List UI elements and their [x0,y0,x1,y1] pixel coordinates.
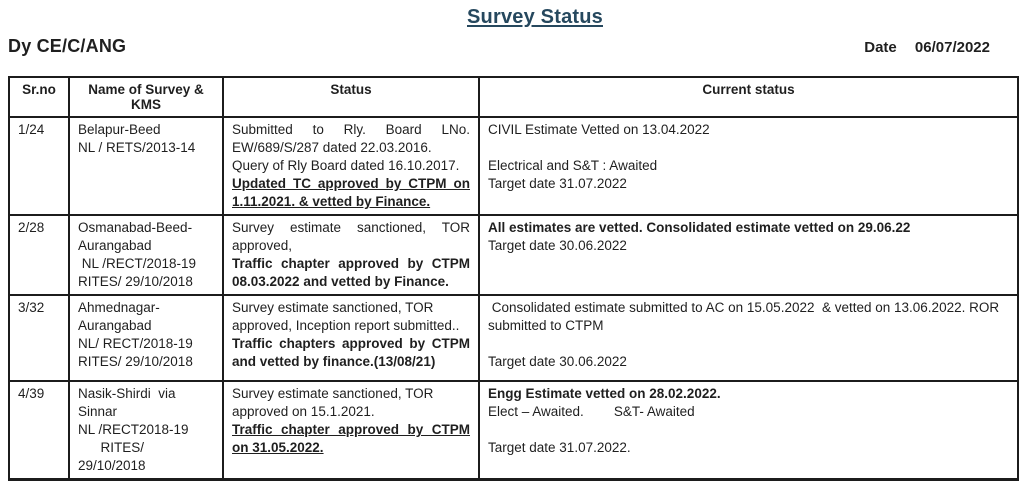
survey-name-line: Nasik-Shirdi via Sinnar [78,386,180,419]
current-status-cell: All estimates are vetted. Consolidated e… [478,214,1019,296]
current-status-line [488,139,1009,157]
current-status-line: Elect – Awaited. S&T- Awaited [488,404,695,419]
org-heading: Dy CE/C/ANG [8,36,127,56]
date-block: Date 06/07/2022 [864,39,990,56]
current-status-cell: CIVIL Estimate Vetted on 13.04.2022 Elec… [478,116,1019,216]
survey-name-cell: Ahmednagar- Aurangabad NL/ RECT/2018-19 RIT… [68,294,224,382]
status-cell: Survey estimate sanctioned, TOR approved… [222,294,480,382]
status-cell: Survey estimate sanctioned, TOR approved… [222,214,480,296]
status-line: Traffic chapter approved by CTPM on 31.0… [232,422,470,455]
survey-name-line: NL/ RECT/2018-19 [78,336,193,351]
current-status-line [488,421,1009,439]
status-line: Updated TC approved by CTPM on 1.11.2021… [232,176,470,209]
current-status-line: Target date 30.06.2022 [488,354,627,369]
table-row: 1/24 Belapur-Beed NL / RETS/2013-14 Submitt… [8,116,1019,216]
sr-no-cell: 2/28 [8,214,70,296]
status-cell: Submitted to Rly. Board LNo. EW/689/S/28… [222,116,480,216]
sr-no-cell: 1/24 [8,116,70,216]
date-label: Date [864,39,897,56]
current-status-line: Target date 30.06.2022 [488,238,627,253]
survey-name-cell: Belapur-Beed NL / RETS/2013-14 [68,116,224,216]
current-status-line [488,335,1009,353]
title-bar: Survey Status [0,0,1024,36]
page-title: Survey Status [467,6,603,28]
status-line: Traffic chapters approved by CTPM and ve… [232,336,470,369]
survey-name-line: NL /RECT2018-19 [78,422,189,437]
survey-name-line: RITES/ 29/10/2018 [78,274,193,289]
current-status-cell: Consolidated estimate submitted to AC on… [478,294,1019,382]
current-status-line: Target date 31.07.2022. [488,440,631,455]
survey-name-line: Ahmednagar- [78,300,160,315]
status-line: Submitted to Rly. Board LNo. EW/689/S/28… [232,122,470,155]
survey-name-line: NL /RECT/2018-19 [78,256,197,271]
sr-no: 4/39 [18,386,45,401]
current-status-line: Consolidated estimate submitted to AC on… [488,300,1003,333]
table-row: 3/32 Ahmednagar- Aurangabad NL/ RECT/2018-1… [8,294,1019,382]
status-line: Survey estimate sanctioned, TOR approved… [232,386,438,419]
survey-name-line: Aurangabad [78,238,152,253]
status-line: Query of Rly Board dated 16.10.2017. [232,158,460,173]
table-body: 1/24 Belapur-Beed NL / RETS/2013-14 Submitt… [8,116,1019,481]
survey-name-line: NL / RETS/2013-14 [78,140,196,155]
survey-name-cell: Osmanabad-Beed- Aurangabad NL /RECT/2018-… [68,214,224,296]
survey-name-line: Belapur-Beed [78,122,161,137]
column-header-name: Name of Survey & KMS [68,76,224,118]
survey-name-line: Osmanabad-Beed- [78,220,193,235]
status-line: Survey estimate sanctioned, TOR approved… [232,220,470,253]
sr-no-cell: 4/39 [8,380,70,481]
current-status-line: CIVIL Estimate Vetted on 13.04.2022 [488,122,710,137]
survey-name-line: RITES/ 29/10/2018 [78,440,148,473]
current-status-line: Target date 31.07.2022 [488,176,627,191]
header-row: Sr.no Name of Survey & KMS Status Curren… [8,76,1019,118]
subheader-row: Dy CE/C/ANG Date 06/07/2022 [0,36,1024,60]
status-line: Traffic chapter approved by CTPM 08.03.2… [232,256,470,289]
survey-name-line: RITES/ 29/10/2018 [78,354,193,369]
date-value: 06/07/2022 [914,39,990,56]
column-header-current-status: Current status [478,76,1019,118]
sr-no: 1/24 [18,122,45,137]
survey-status-table: Sr.no Name of Survey & KMS Status Curren… [8,76,1019,481]
table-row: 2/28 Osmanabad-Beed- Aurangabad NL /RECT/2… [8,214,1019,296]
status-cell: Survey estimate sanctioned, TOR approved… [222,380,480,481]
sr-no: 2/28 [18,220,45,235]
table-header: Sr.no Name of Survey & KMS Status Curren… [8,76,1019,118]
table-row: 4/39 Nasik-Shirdi via Sinnar NL /RECT2018-… [8,380,1019,481]
current-status-line: Engg Estimate vetted on 28.02.2022. [488,386,721,401]
current-status-cell: Engg Estimate vetted on 28.02.2022. Elect… [478,380,1019,481]
sr-no: 3/32 [18,300,45,315]
status-line: Survey estimate sanctioned, TOR approved… [232,300,460,333]
current-status-line: All estimates are vetted. Consolidated e… [488,220,911,235]
column-header-status: Status [222,76,480,118]
survey-name-line: Aurangabad [78,318,152,333]
sr-no-cell: 3/32 [8,294,70,382]
column-header-sr-no: Sr.no [8,76,70,118]
survey-name-cell: Nasik-Shirdi via Sinnar NL /RECT2018-19 R… [68,380,224,481]
current-status-line: Electrical and S&T : Awaited [488,158,658,173]
